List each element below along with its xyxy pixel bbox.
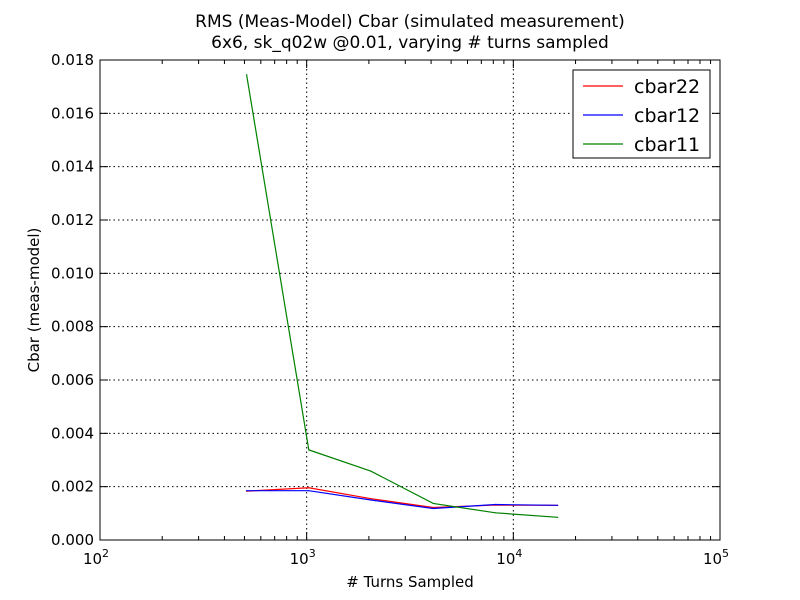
x-tick-label: 104	[496, 547, 522, 568]
data-point-cbar22	[308, 487, 310, 489]
data-point-cbar12	[432, 507, 434, 510]
data-point-cbar12	[245, 490, 248, 492]
y-tick-label: 0.018	[51, 51, 94, 69]
plot-frame	[99, 59, 721, 541]
data-point-cbar12	[494, 503, 497, 506]
grid-lines	[100, 60, 720, 540]
data-point-cbar12	[557, 504, 559, 506]
legend-label-cbar12: cbar12	[634, 105, 700, 127]
x-tick-label: 103	[290, 547, 316, 568]
x-tick-labels: 102 103 104 105	[83, 547, 729, 568]
y-tick-label: 0.006	[51, 371, 94, 389]
data-point-cbar11	[432, 502, 434, 505]
data-point-cbar11	[494, 512, 497, 514]
data-point-cbar12	[308, 490, 310, 492]
legend-label-cbar11: cbar11	[634, 134, 700, 156]
data-point-cbar11	[245, 74, 248, 76]
axis-ticks	[99, 59, 721, 541]
data-point-cbar12	[370, 499, 372, 501]
series-line-cbar12	[246, 490, 558, 510]
y-tick-label: 0.004	[51, 424, 94, 442]
data-point-cbar11	[308, 449, 310, 451]
legend-frame	[572, 69, 711, 159]
legend: cbar22 cbar12 cbar11	[572, 69, 711, 159]
y-tick-label: 0.002	[51, 478, 94, 496]
y-tick-label: 0.012	[51, 211, 94, 229]
y-tick-label: 0.016	[51, 104, 94, 122]
x-tick-label: 105	[703, 547, 729, 568]
y-tick-label: 0.010	[51, 264, 94, 282]
data-point-cbar11	[557, 516, 559, 518]
chart-title: RMS (Meas-Model) Cbar (simulated measure…	[195, 12, 625, 32]
y-tick-label: 0.014	[51, 158, 94, 176]
data-point-cbar22	[432, 506, 434, 509]
y-tick-label: 0.000	[51, 531, 94, 549]
data-point-cbar22	[370, 498, 372, 500]
y-axis-label: Cbar (meas-model)	[25, 228, 43, 373]
y-tick-label: 0.008	[51, 318, 94, 336]
x-axis-label: # Turns Sampled	[346, 573, 474, 591]
plot-series	[245, 74, 559, 518]
chart-subtitle: 6x6, sk_q02w @0.01, varying # turns samp…	[211, 33, 609, 53]
y-tick-labels: 0.000 0.002 0.004 0.006 0.008 0.010 0.012 0.014…	[51, 51, 94, 549]
x-tick-label: 102	[83, 547, 109, 568]
data-point-cbar11	[370, 470, 372, 472]
legend-label-cbar22: cbar22	[634, 76, 700, 98]
series-line-cbar11	[245, 74, 558, 518]
